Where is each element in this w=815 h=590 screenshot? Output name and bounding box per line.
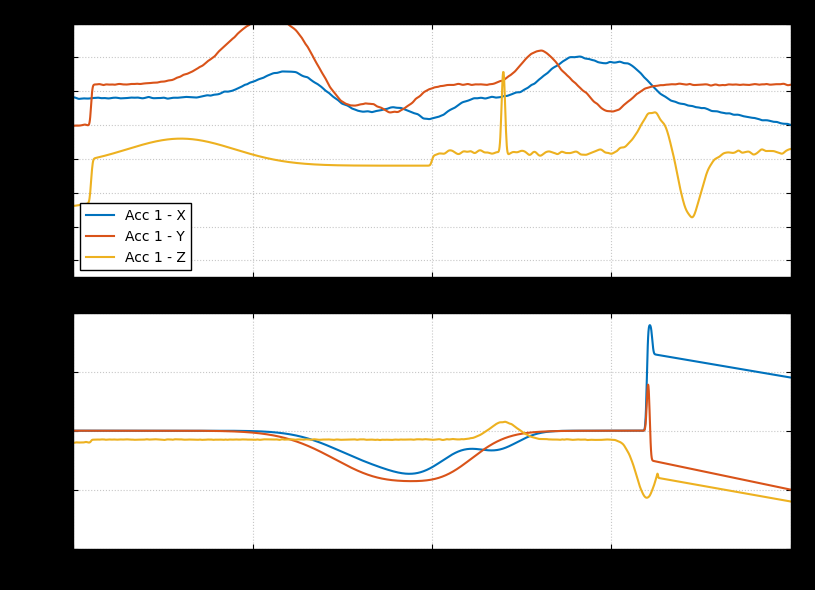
Acc 1 - X bbox=[765, 117, 775, 124]
Acc 1 - X bbox=[399, 105, 408, 112]
Line: Acc 1 - X: Acc 1 - X bbox=[73, 57, 791, 125]
Acc 1 - Y bbox=[786, 81, 795, 88]
Acc 1 - Y bbox=[764, 81, 774, 88]
Acc 1 - Y bbox=[633, 90, 643, 97]
Line: Acc 1 - Z: Acc 1 - Z bbox=[73, 72, 791, 217]
Acc 1 - Y bbox=[399, 106, 408, 113]
Acc 1 - Y bbox=[68, 122, 78, 129]
Acc 1 - Y bbox=[265, 14, 275, 21]
Acc 1 - Z bbox=[687, 214, 697, 221]
Acc 1 - Y bbox=[105, 81, 115, 88]
Acc 1 - X bbox=[786, 122, 795, 129]
Acc 1 - Z bbox=[765, 148, 775, 155]
Acc 1 - X bbox=[105, 95, 115, 102]
Acc 1 - X bbox=[68, 94, 78, 101]
Acc 1 - Z bbox=[633, 126, 643, 133]
Line: Acc 1 - Y: Acc 1 - Y bbox=[73, 17, 791, 126]
Acc 1 - X bbox=[764, 117, 774, 124]
Acc 1 - Z bbox=[68, 202, 78, 209]
Acc 1 - Z bbox=[498, 68, 508, 76]
Legend: Acc 1 - X, Acc 1 - Y, Acc 1 - Z: Acc 1 - X, Acc 1 - Y, Acc 1 - Z bbox=[81, 204, 192, 270]
Acc 1 - Z bbox=[399, 162, 408, 169]
Acc 1 - Y bbox=[765, 81, 775, 88]
Acc 1 - Z bbox=[105, 151, 115, 158]
Acc 1 - Z bbox=[786, 146, 795, 153]
Acc 1 - Z bbox=[765, 148, 775, 155]
Acc 1 - X bbox=[575, 53, 584, 60]
Acc 1 - X bbox=[417, 114, 427, 121]
Acc 1 - X bbox=[633, 68, 643, 75]
Acc 1 - Z bbox=[417, 162, 427, 169]
Acc 1 - Y bbox=[417, 90, 427, 97]
